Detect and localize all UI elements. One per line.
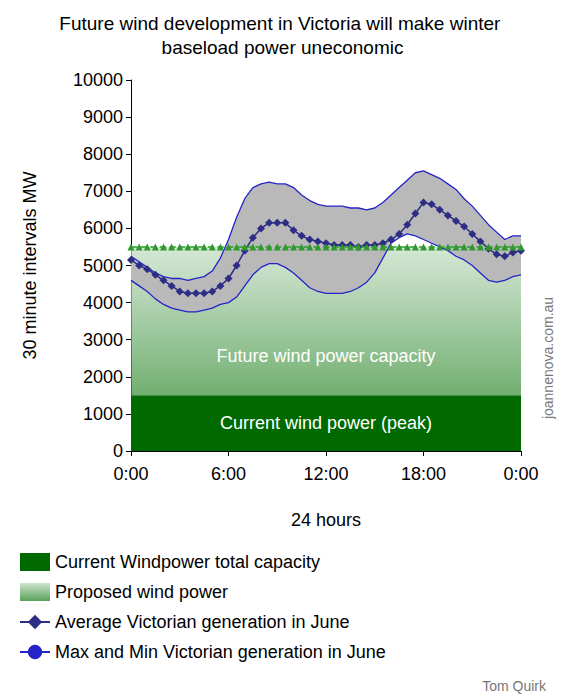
svg-text:24 hours: 24 hours — [291, 510, 361, 530]
svg-text:1000: 1000 — [83, 404, 123, 424]
svg-text:Tom Quirk: Tom Quirk — [482, 678, 547, 694]
svg-text:baseload power uneconomic: baseload power uneconomic — [162, 37, 404, 58]
svg-text:2000: 2000 — [83, 367, 123, 387]
svg-text:Current Windpower total capaci: Current Windpower total capacity — [55, 552, 320, 572]
svg-text:8000: 8000 — [83, 144, 123, 164]
svg-text:9000: 9000 — [83, 107, 123, 127]
svg-text:joannenova.com.au: joannenova.com.au — [540, 297, 556, 420]
svg-text:6000: 6000 — [83, 218, 123, 238]
svg-text:6:00: 6:00 — [211, 464, 246, 484]
svg-text:Proposed wind power: Proposed wind power — [55, 582, 228, 602]
svg-text:10000: 10000 — [73, 70, 123, 90]
svg-text:4000: 4000 — [83, 293, 123, 313]
svg-text:Average Victorian generation i: Average Victorian generation in June — [55, 612, 350, 632]
svg-text:Future wind development in Vic: Future wind development in Victoria will… — [59, 13, 505, 34]
svg-text:3000: 3000 — [83, 330, 123, 350]
svg-text:0: 0 — [113, 441, 123, 461]
svg-text:5000: 5000 — [83, 256, 123, 276]
svg-text:18:00: 18:00 — [401, 464, 446, 484]
svg-text:Max and Min Victorian generati: Max and Min Victorian generation in June — [55, 642, 386, 662]
svg-text:0:00: 0:00 — [503, 464, 538, 484]
svg-text:30 minute intervals MW: 30 minute intervals MW — [20, 171, 40, 359]
svg-text:12:00: 12:00 — [303, 464, 348, 484]
svg-text:Future wind power capacity: Future wind power capacity — [216, 346, 435, 366]
svg-text:0:00: 0:00 — [113, 464, 148, 484]
svg-text:Current wind power (peak): Current wind power (peak) — [220, 413, 432, 433]
svg-text:7000: 7000 — [83, 181, 123, 201]
